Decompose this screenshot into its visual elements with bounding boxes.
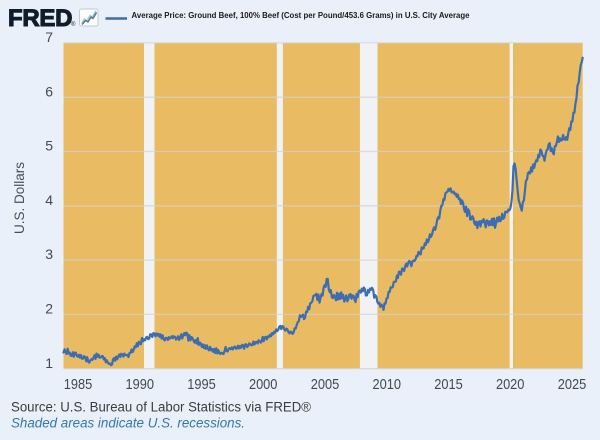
svg-text:4: 4 — [45, 192, 53, 208]
svg-text:2015: 2015 — [434, 376, 463, 393]
svg-text:3: 3 — [45, 246, 53, 262]
svg-text:1990: 1990 — [126, 376, 155, 393]
svg-text:1985: 1985 — [64, 376, 93, 393]
svg-text:7: 7 — [45, 29, 53, 45]
svg-text:2025: 2025 — [558, 376, 587, 393]
svg-text:2010: 2010 — [373, 376, 402, 393]
svg-text:Source: U.S. Bureau of Labor S: Source: U.S. Bureau of Labor Statistics … — [11, 400, 311, 415]
svg-text:®: ® — [71, 21, 76, 28]
svg-text:U.S. Dollars: U.S. Dollars — [12, 162, 27, 234]
svg-text:1: 1 — [45, 355, 53, 371]
svg-text:2020: 2020 — [496, 376, 525, 393]
svg-text:Shaded areas indicate U.S. rec: Shaded areas indicate U.S. recessions. — [11, 416, 245, 431]
svg-text:FRED: FRED — [8, 5, 72, 32]
svg-text:5: 5 — [45, 138, 53, 154]
svg-text:2: 2 — [45, 301, 53, 317]
svg-text:2005: 2005 — [311, 376, 340, 393]
svg-text:Average Price: Ground Beef, 10: Average Price: Ground Beef, 100% Beef (C… — [132, 10, 470, 20]
svg-text:1995: 1995 — [187, 376, 216, 393]
svg-text:2000: 2000 — [249, 376, 278, 393]
svg-text:6: 6 — [45, 83, 53, 99]
